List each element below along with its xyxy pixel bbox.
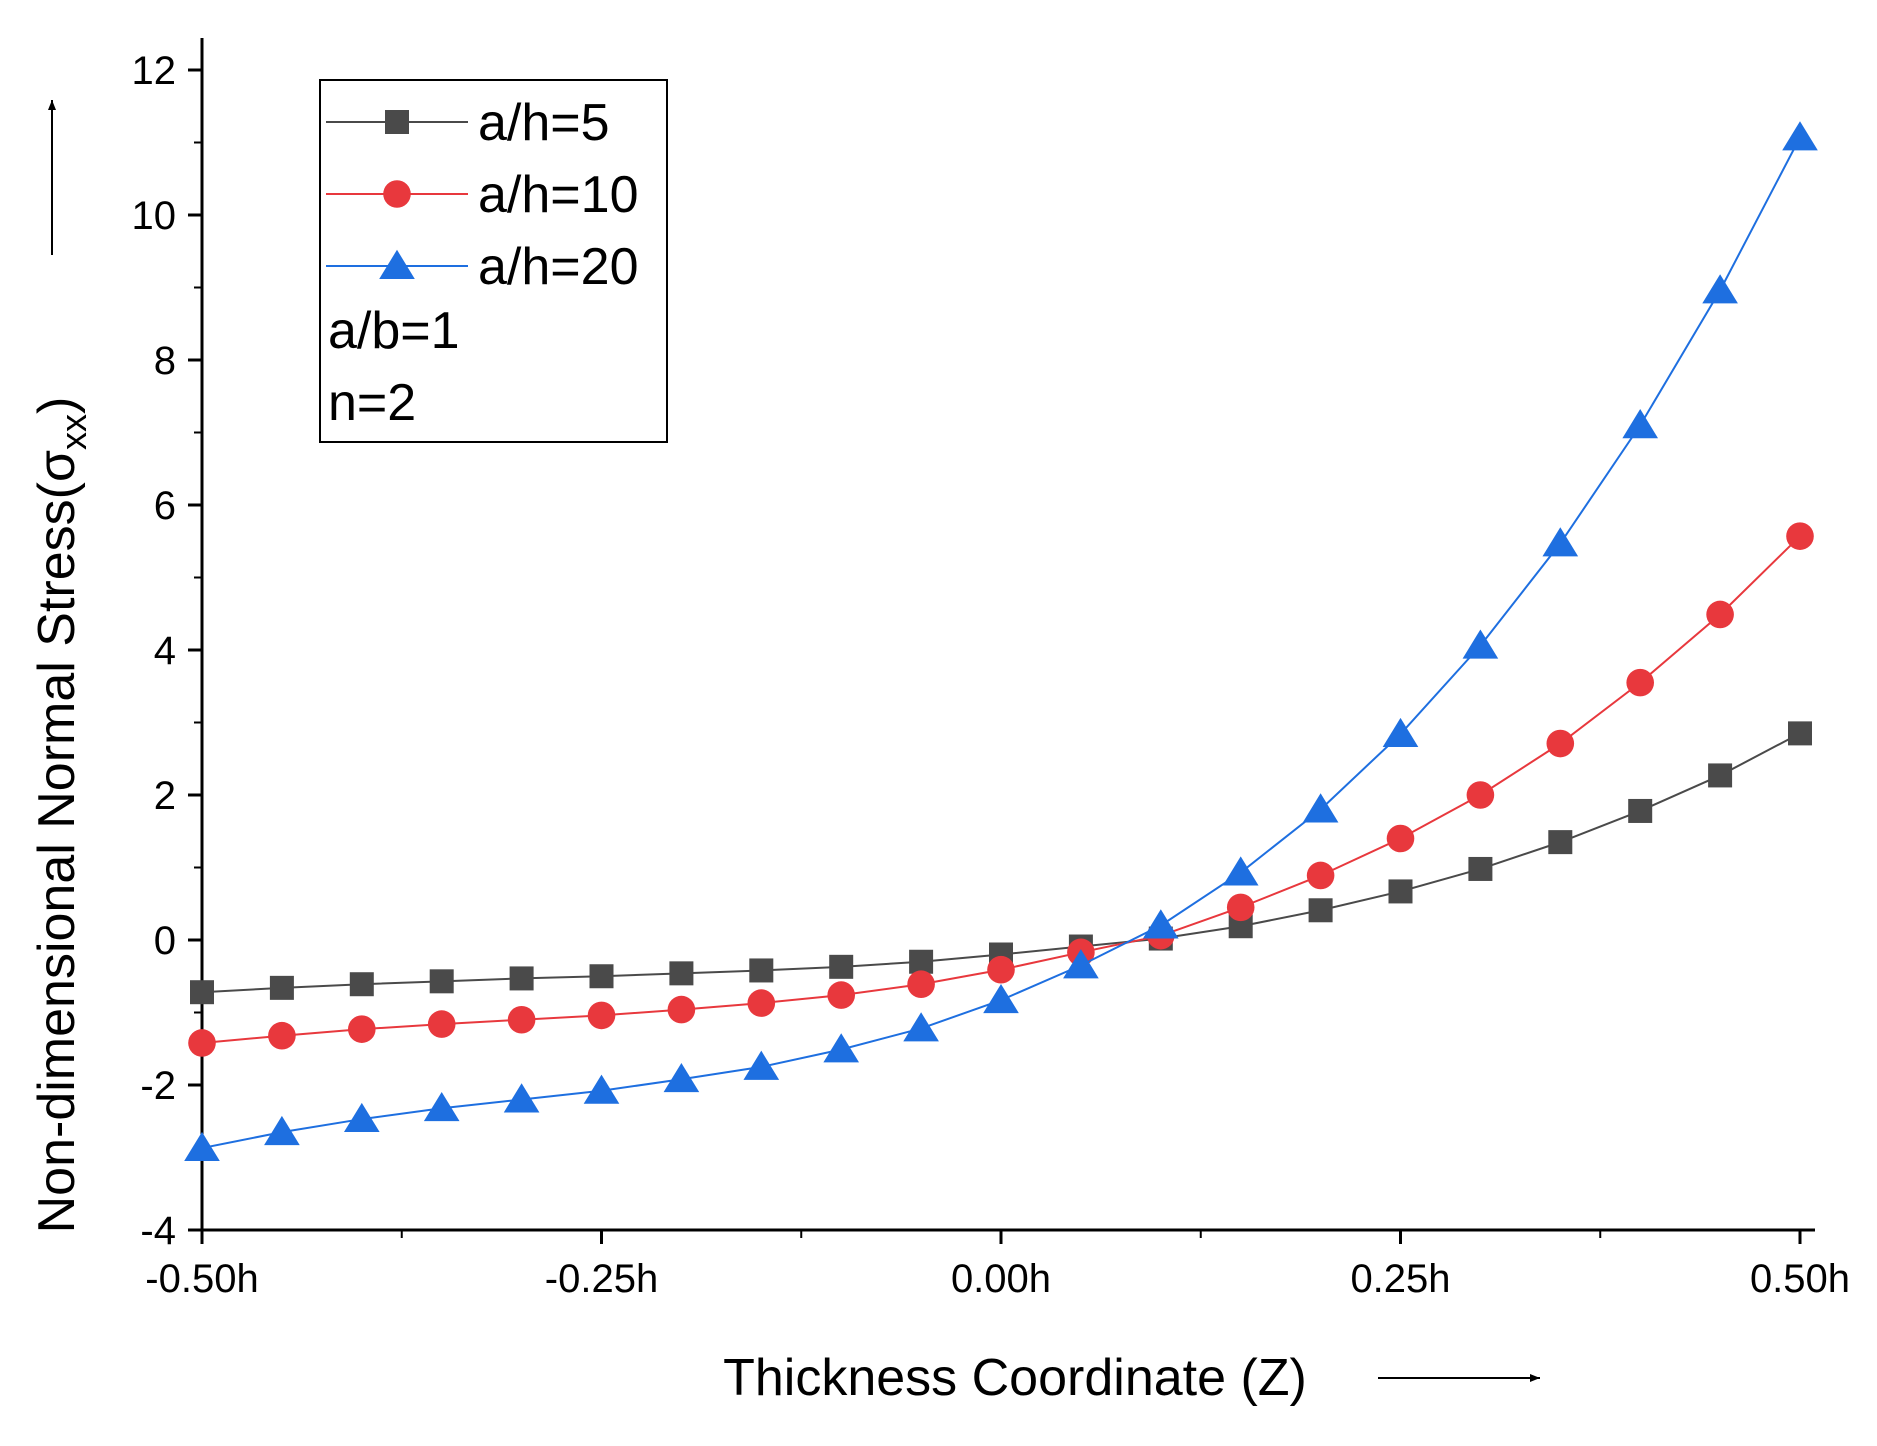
x-tick-label: 0.25h xyxy=(1350,1257,1450,1301)
x-tick-label: -0.25h xyxy=(545,1257,658,1301)
data-point xyxy=(509,966,534,991)
y-axis-title-close: ) xyxy=(28,397,86,414)
legend-entry: a/h=10 xyxy=(326,166,639,224)
legend-label: a/h=20 xyxy=(478,238,639,296)
legend: a/h=5 a/h=10 a/h=20 a/b=1 n=2 xyxy=(319,79,668,443)
data-point xyxy=(1466,781,1495,809)
series-layer xyxy=(184,121,1818,1162)
legend-box xyxy=(319,79,668,443)
y-axis-title: Non-dimensional Normal Stress(σxx) xyxy=(28,397,94,1234)
legend-note-n: n=2 xyxy=(328,374,416,432)
data-point xyxy=(909,949,934,974)
legend-marker xyxy=(385,110,409,134)
y-tick-label: -2 xyxy=(140,1064,176,1108)
data-point xyxy=(827,981,855,1009)
data-point xyxy=(1548,830,1573,855)
data-point xyxy=(188,1029,216,1057)
data-point xyxy=(1388,879,1413,904)
y-tick-label: 2 xyxy=(154,774,176,818)
legend-label: a/h=5 xyxy=(478,94,610,152)
series-triangle xyxy=(184,121,1818,1162)
data-point xyxy=(1382,717,1419,748)
data-point xyxy=(907,970,935,999)
data-point xyxy=(1708,763,1733,788)
data-point xyxy=(429,969,454,994)
data-point xyxy=(1386,824,1415,853)
x-axis-title: Thickness Coordinate (Z) xyxy=(723,1349,1307,1407)
data-point xyxy=(503,1083,540,1113)
data-point xyxy=(264,1115,300,1146)
data-point xyxy=(1142,909,1179,939)
data-point xyxy=(987,955,1015,984)
legend-entry: a/h=20 xyxy=(326,238,639,296)
legend-marker xyxy=(379,249,415,279)
data-point xyxy=(268,1021,296,1050)
legend-entries: a/h=5 a/h=10 a/h=20 xyxy=(326,94,639,296)
data-point xyxy=(669,961,694,986)
data-point xyxy=(1706,600,1734,629)
y-tick-label: 4 xyxy=(154,629,176,673)
x-tick-label: 0.50h xyxy=(1750,1257,1850,1301)
data-point xyxy=(1468,856,1493,881)
y-axis-title-main: Non-dimensional Normal Stress(σ xyxy=(28,450,86,1233)
data-point xyxy=(747,989,776,1017)
data-point xyxy=(423,1092,460,1122)
series-circle xyxy=(188,522,1814,1057)
x-tick-label: 0.00h xyxy=(951,1257,1051,1301)
legend-label: a/h=10 xyxy=(478,166,639,224)
y-tick-label: 10 xyxy=(132,194,177,238)
data-point xyxy=(1302,793,1339,823)
x-tick-label: -0.50h xyxy=(145,1257,258,1301)
data-point xyxy=(663,1063,700,1093)
data-point xyxy=(823,1033,860,1063)
y-tick-label: 0 xyxy=(154,919,176,963)
data-point xyxy=(1462,629,1499,659)
data-point xyxy=(1222,856,1259,886)
legend-marker xyxy=(383,180,411,208)
data-point xyxy=(583,1074,620,1104)
y-tick-label: 6 xyxy=(154,484,176,528)
data-point xyxy=(1782,121,1818,151)
y-tick-label: 12 xyxy=(132,49,177,93)
data-point xyxy=(587,1001,616,1030)
y-tick-label: -4 xyxy=(140,1209,176,1253)
data-point xyxy=(190,980,214,1005)
data-point xyxy=(983,983,1019,1014)
data-point xyxy=(269,975,294,1000)
data-point xyxy=(1626,668,1654,697)
data-point xyxy=(1628,798,1653,823)
y-axis-title-subscript: xx xyxy=(53,414,94,450)
data-point xyxy=(829,954,854,979)
data-point xyxy=(589,964,614,989)
data-point xyxy=(1308,898,1333,923)
data-point xyxy=(749,958,774,983)
data-point xyxy=(1542,527,1579,557)
data-point xyxy=(1788,721,1812,746)
data-point xyxy=(1702,274,1738,304)
data-point xyxy=(1786,522,1814,550)
data-point xyxy=(903,1012,939,1042)
data-point xyxy=(1306,861,1335,890)
data-point xyxy=(507,1005,536,1034)
data-point xyxy=(348,1015,376,1043)
ticks: -4 -2 0 2 4 6 8 10 12 -0.50h -0.25h 0.00h 0.25h 0.50h xyxy=(132,49,1851,1301)
data-point xyxy=(427,1010,456,1038)
data-point xyxy=(1226,893,1255,922)
legend-note-ab: a/b=1 xyxy=(328,302,460,360)
data-point xyxy=(667,995,696,1024)
data-point xyxy=(184,1131,220,1162)
data-point xyxy=(1063,949,1099,979)
data-point xyxy=(343,1102,380,1133)
legend-entry: a/h=5 xyxy=(326,94,610,152)
data-point xyxy=(349,972,374,997)
data-point xyxy=(1622,409,1659,439)
data-point xyxy=(1546,729,1575,758)
data-point xyxy=(743,1050,780,1080)
y-tick-label: 8 xyxy=(154,339,176,383)
